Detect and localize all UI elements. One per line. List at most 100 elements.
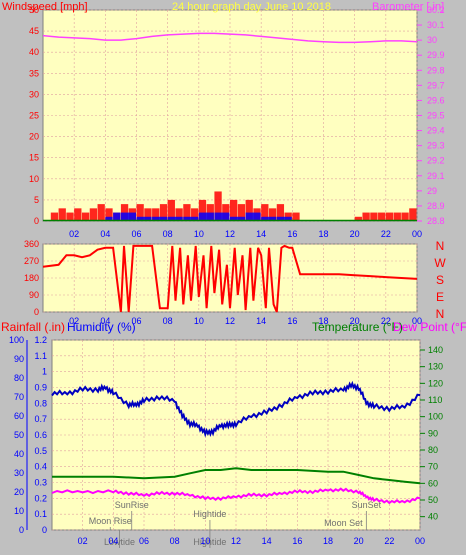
x-tick-label: 06 [131,229,141,239]
temperature-tick-label: 90 [428,428,438,438]
barometer-line [42,32,418,44]
wind-gust-bar [245,199,253,221]
humidity-tick-label: 40 [14,449,24,459]
windspeed-tick-label: 35 [29,68,39,78]
compass-tick-label: N [436,307,445,321]
wind-speed-bar [261,216,277,221]
annotation-label: Hightide [193,509,226,519]
x-tick-label: 08 [163,316,173,326]
x-tick-label: 16 [292,536,302,546]
wind-gust-bar [409,208,417,221]
windspeed-tick-label: 15 [29,153,39,163]
x-tick-label: 10 [194,316,204,326]
wind-bars [43,191,417,222]
wind-gust-bar [401,212,409,221]
x-tick-label: 14 [256,229,266,239]
wind-gust-bar [66,212,74,221]
temperature-axis-label: Temperature (°F) [312,320,403,334]
x-tick-label: 10 [194,229,204,239]
temperature-tick-label: 140 [428,345,443,355]
rainfall-tick-label: 0.7 [34,414,47,424]
compass-tick-label: W [434,256,446,270]
annotation-label: Hightide [193,537,226,547]
temperature-tick-label: 130 [428,362,443,372]
wind-speed-bar [113,212,121,221]
temperature-tick-label: 110 [428,395,442,405]
wind-speed-bar [167,216,183,221]
x-tick-label: 14 [262,536,272,546]
wind-gust-bar [198,199,207,221]
wind-speed-bar [198,212,214,221]
wind-gust-bar [152,208,160,221]
rainfall-tick-label: 1.1 [34,351,47,361]
x-tick-label: 22 [384,536,394,546]
direction-x-axis: 02 04 06 08 10 12 14 16 18 20 22 00 [69,316,422,326]
wind-gust-bar [230,199,238,221]
barometer-tick-label: 28.9 [427,201,445,211]
wind-gust-bar [89,208,98,221]
barometer-tick-label: 30.1 [427,20,445,30]
dewpoint-line [51,487,421,505]
wind-gust-bar [370,212,378,221]
barometer-tick-label: 30.2 [427,5,445,15]
humidity-tick-label: 30 [14,468,24,478]
compass-tick-label: S [436,273,444,287]
x-tick-label: 00 [412,316,422,326]
windspeed-tick-label: 45 [29,26,39,36]
wind-gust-bar [362,212,370,221]
x-tick-label: 18 [318,316,328,326]
temp-humidity-x-axis: 02 04 06 08 10 12 14 16 18 20 22 00 [78,536,425,546]
humidity-axis-label: Humidity (%) [67,320,136,334]
annotation-label: SunSet [352,500,382,510]
humidity-tick-label: 60 [14,411,24,421]
wind-gust-bar [81,212,90,221]
wind-gust-bar [97,204,105,221]
x-tick-label: 02 [69,316,79,326]
rainfall-tick-label: 0.3 [34,478,47,488]
rainfall-tick-label: 0.1 [34,509,47,519]
rainfall-tick-label: 0.2 [34,493,47,503]
temperature-line [52,467,421,485]
temperature-tick-label: 50 [428,495,438,505]
rainfall-tick-label: 0.8 [34,398,47,408]
humidity-tick-label: 50 [14,430,24,440]
barometer-tick-label: 30 [427,35,437,45]
direction-tick-label: 180 [24,273,39,283]
wind-gust-bar [268,208,277,221]
humidity-tick-label: 90 [14,354,24,364]
wind-gust-bar [393,212,401,221]
wind-speed-bar [214,212,230,221]
wind-gust-bar [237,204,246,221]
wind-speed-bar [136,216,152,221]
wind-gust-bar [183,204,191,221]
direction-tick-label: 0 [34,307,39,317]
rainfall-tick-label: 0.6 [34,430,47,440]
wind-gust-bar [167,199,175,221]
wind-gust-bar [191,208,199,221]
x-tick-label: 00 [415,536,425,546]
x-tick-label: 00 [412,229,422,239]
temperature-tick-label: 80 [428,445,438,455]
x-tick-label: 06 [139,536,149,546]
windspeed-tick-label: 40 [29,47,39,57]
annotation-label: Moon Set [324,518,363,528]
x-tick-label: 08 [163,229,173,239]
rainfall-tick-label: 0.4 [34,462,47,472]
barometer-tick-label: 29.5 [427,111,445,121]
wind-gust-bar [58,208,66,221]
barometer-tick-label: 29.7 [427,80,445,90]
temperature-tick-label: 100 [428,412,443,422]
temperature-tick-label: 60 [428,478,438,488]
x-tick-label: 08 [170,536,180,546]
astronomy-annotations: SunRise Moon Rise Lowtide Hightide Hightide M… [89,500,382,548]
humidity-tick-label: 20 [14,487,24,497]
x-tick-label: 20 [350,229,360,239]
wind-gust-bar [261,204,269,221]
rainfall-axis-label: Rainfall (.in) [1,320,65,334]
windspeed-tick-label: 50 [29,5,39,15]
humidity-line [51,380,421,438]
wind-speed-bar [230,216,246,221]
wind-speed-bar [152,216,168,221]
